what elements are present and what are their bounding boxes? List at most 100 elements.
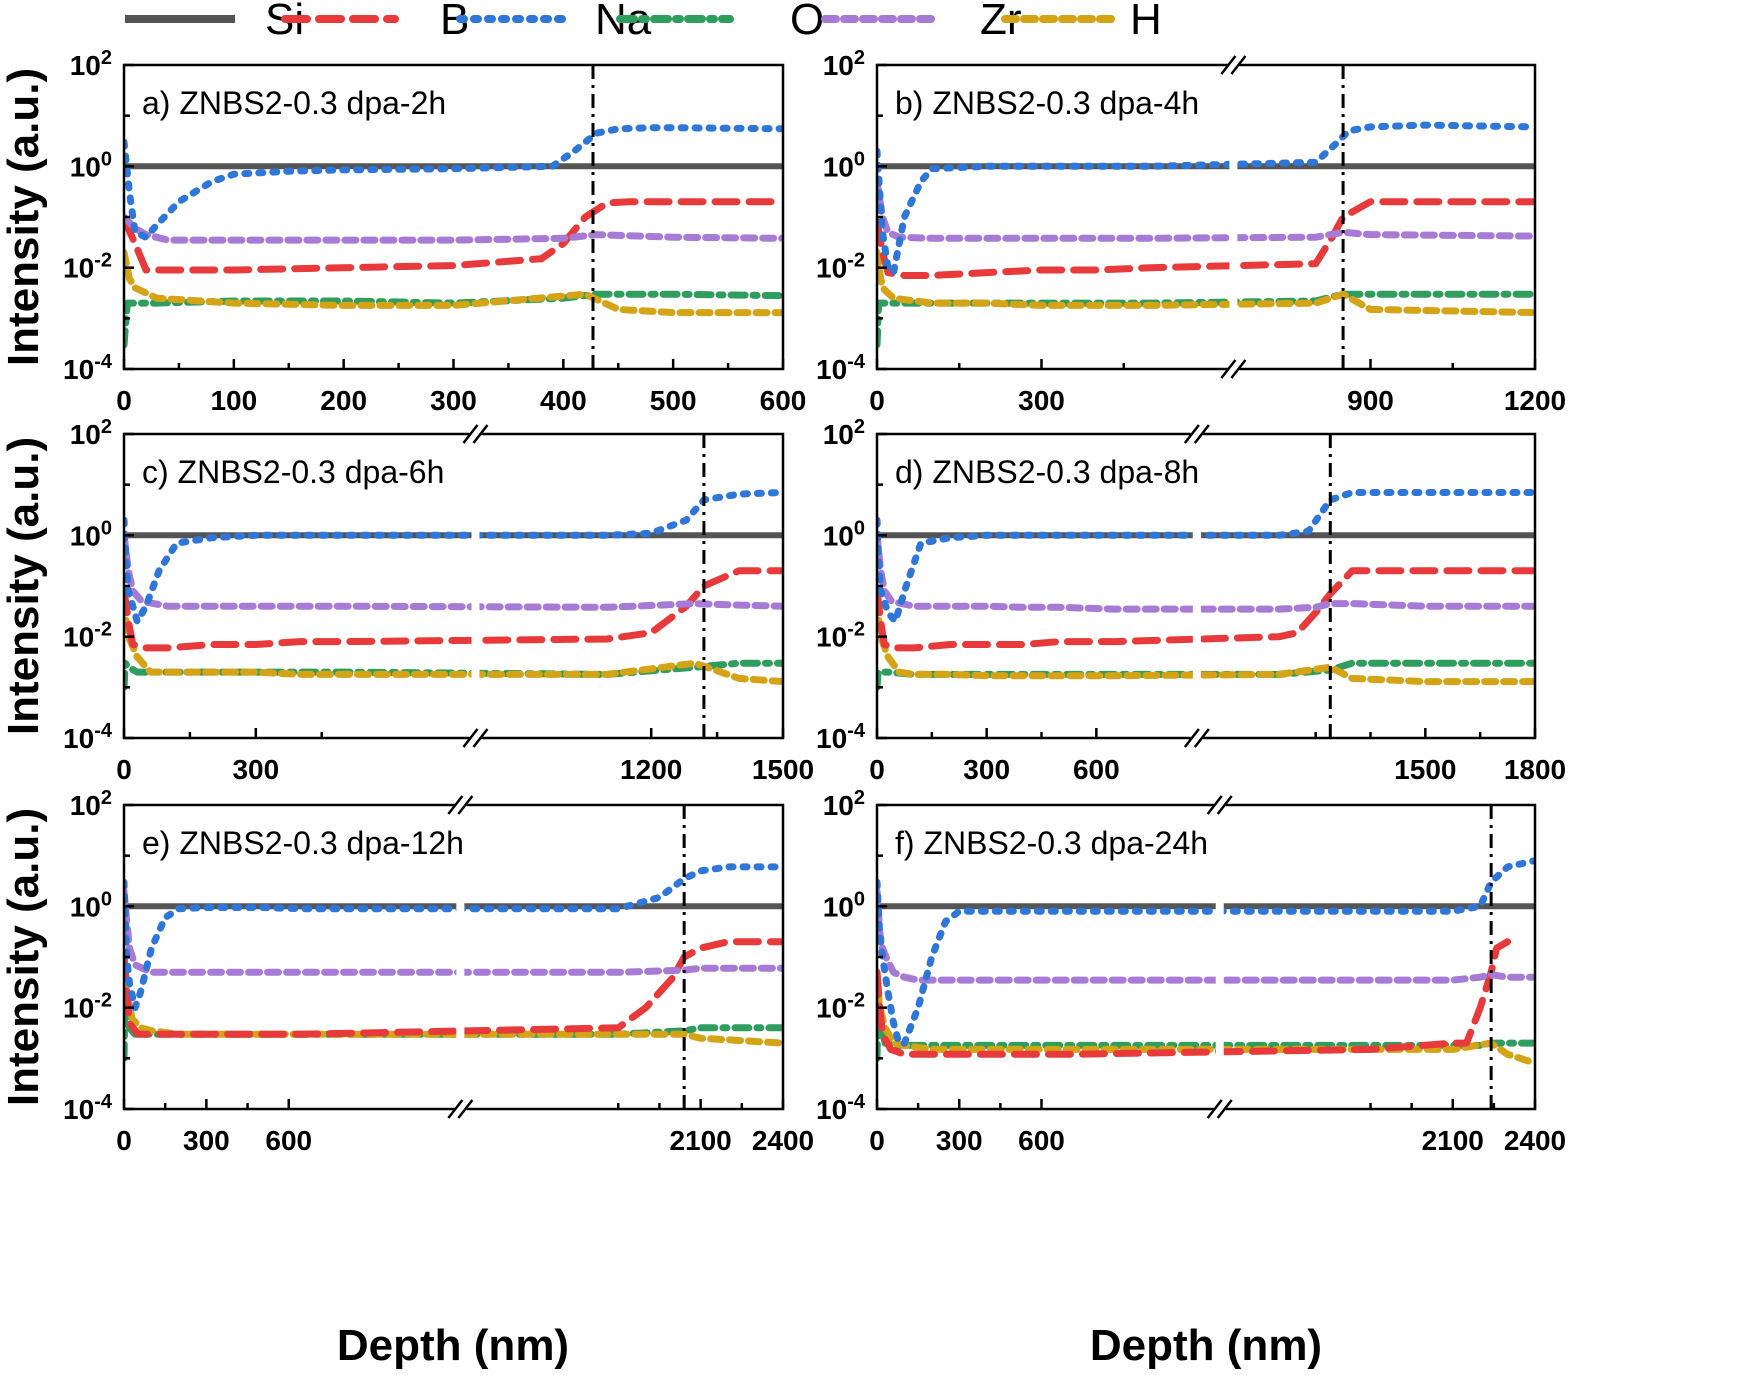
panel-e: 102 100 10-2 10-40 300 600 2100 2400 e) ZNBS2-0.… <box>63 787 814 1156</box>
x-tick-label: 1500 <box>752 754 814 785</box>
axis-break-mark <box>1230 55 1247 75</box>
axis-break-mark <box>1183 424 1200 444</box>
legend-label: H <box>1130 0 1162 44</box>
y-tick-label: 100 <box>823 148 865 182</box>
axis-break-mark <box>1216 1099 1233 1119</box>
legend-item-h: H <box>1001 0 1162 44</box>
legend-label: O <box>790 0 824 44</box>
x-tick-label: 2100 <box>669 1125 731 1156</box>
x-tick-label: 500 <box>650 385 697 416</box>
axis-break-cover <box>1190 734 1203 742</box>
y-tick-label: 10-4 <box>63 1091 113 1125</box>
series-line-na <box>124 863 783 1012</box>
y-tick-label: 10-4 <box>63 351 113 385</box>
y-tick-label: 102 <box>70 416 112 450</box>
x-tick-label: 300 <box>936 1125 983 1156</box>
series-line-zr <box>124 887 783 976</box>
axis-break-mark <box>1193 728 1210 748</box>
y-axis-title: Intensity (a.u.) <box>0 68 48 366</box>
x-tick-label: 600 <box>1018 1125 1065 1156</box>
y-tick-label: 102 <box>823 787 865 821</box>
axis-break-mark <box>472 424 489 444</box>
x-tick-label: 100 <box>210 385 257 416</box>
axis-break-gap <box>1229 67 1238 367</box>
x-tick-label: 300 <box>232 754 279 785</box>
axis-break-mark <box>462 424 479 444</box>
axis-break-mark <box>457 795 474 815</box>
series-line-zr <box>877 887 1535 984</box>
series-line-b <box>124 567 783 652</box>
x-tick-label: 2100 <box>1422 1125 1484 1156</box>
y-tick-label: 10-2 <box>63 250 112 284</box>
series-line-h <box>877 248 1535 317</box>
axis-break-mark <box>1193 424 1210 444</box>
series-line-na <box>124 489 783 625</box>
series-line-na <box>124 124 783 241</box>
axis-break-mark <box>1220 55 1237 75</box>
legend: SiBNaOZrH <box>125 0 1162 44</box>
series-line-b <box>877 938 1512 1058</box>
axis-break-cover <box>1213 1105 1226 1113</box>
series-group <box>124 489 783 691</box>
x-tick-label: 300 <box>1018 385 1065 416</box>
series-group <box>124 863 783 1062</box>
axis-break-mark <box>457 1099 474 1119</box>
legend-item-o: O <box>616 0 824 44</box>
x-tick-label: 0 <box>869 754 885 785</box>
x-tick-label: 400 <box>540 385 587 416</box>
x-tick-label: 300 <box>430 385 477 416</box>
series-line-na <box>877 489 1535 625</box>
axis-break-mark <box>1216 795 1233 815</box>
series-line-na <box>877 121 1535 277</box>
axis-break-mark <box>1220 359 1237 379</box>
axis-break-cover <box>469 734 482 742</box>
y-tick-label: 10-4 <box>816 351 866 385</box>
y-tick-label: 102 <box>70 47 112 81</box>
axis-break-mark <box>462 728 479 748</box>
axis-break-mark <box>447 795 464 815</box>
series-group <box>877 121 1535 349</box>
x-tick-label: 900 <box>1347 385 1394 416</box>
axis-break-mark <box>447 1099 464 1119</box>
panel-title: a) ZNBS2-0.3 dpa-2h <box>142 85 446 121</box>
axis-break-mark <box>1230 359 1247 379</box>
y-tick-label: 10-2 <box>816 619 865 653</box>
x-tick-label: 0 <box>116 754 132 785</box>
x-tick-label: 2400 <box>752 1125 814 1156</box>
y-tick-label: 10-4 <box>816 720 866 754</box>
series-line-na <box>877 857 1535 1047</box>
series-group <box>124 124 783 349</box>
y-axis-title: Intensity (a.u.) <box>0 808 48 1106</box>
legend-item-si: Si <box>125 0 304 44</box>
panel-d: 102 100 10-2 10-40 300 600 1500 1800 d) ZNBS2-0.… <box>816 416 1566 785</box>
x-tick-label: 0 <box>116 1125 132 1156</box>
x-tick-label: 600 <box>760 385 807 416</box>
y-tick-label: 100 <box>823 888 865 922</box>
axis-break-cover <box>454 801 467 809</box>
series-line-zr <box>877 531 1535 613</box>
axis-break-cover <box>1190 430 1203 438</box>
panel-f: 102 100 10-2 10-40 300 600 2100 2400 f) ZNBS2-0.… <box>816 787 1566 1156</box>
x-tick-label: 300 <box>963 754 1010 785</box>
axis-break-mark <box>472 728 489 748</box>
series-group <box>877 489 1535 691</box>
axis-break-mark <box>1206 795 1223 815</box>
y-tick-label: 10-2 <box>63 619 112 653</box>
y-tick-label: 100 <box>70 888 112 922</box>
axis-break-cover <box>469 430 482 438</box>
x-axis-title: Depth (nm) <box>1090 1321 1322 1370</box>
panel-a: 102 100 10-2 10-40 100 200 300 400 500 600 a) ZNBS… <box>63 47 806 416</box>
y-tick-label: 100 <box>823 517 865 551</box>
axis-break-cover <box>1227 61 1240 69</box>
axis-break-gap <box>1215 807 1224 1107</box>
x-tick-label: 0 <box>869 385 885 416</box>
x-tick-label: 300 <box>183 1125 230 1156</box>
legend-item-zr: Zr <box>821 0 1022 44</box>
series-line-zr <box>124 531 783 611</box>
series-line-zr <box>124 213 783 244</box>
x-tick-label: 1200 <box>620 754 682 785</box>
series-line-h <box>124 248 783 317</box>
x-tick-label: 0 <box>869 1125 885 1156</box>
